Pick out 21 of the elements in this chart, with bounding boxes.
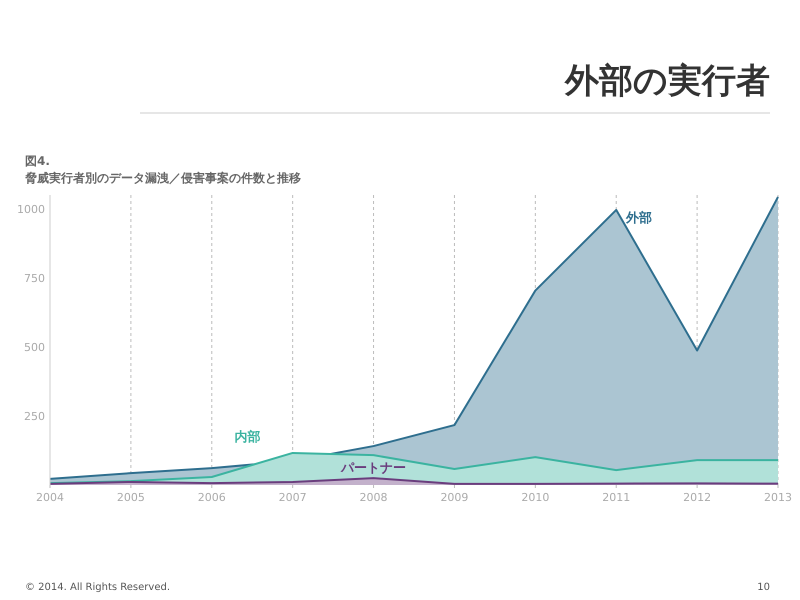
x-tick-label: 2005 — [116, 491, 145, 504]
y-tick-label: 250 — [24, 410, 45, 423]
x-tick-label: 2011 — [602, 491, 630, 504]
text: © 2014. All Rights Reserved. — [25, 582, 170, 593]
text: 10 — [757, 582, 770, 593]
series-label: 内部 — [234, 428, 261, 445]
x-tick-label: 2012 — [683, 491, 712, 504]
series-label: 外部 — [625, 210, 652, 226]
x-tick-label: 2010 — [521, 491, 550, 504]
y-tick-label: 500 — [24, 340, 45, 354]
x-tick-label: 2004 — [36, 491, 64, 504]
x-tick-label: 2009 — [440, 491, 468, 504]
x-tick-label: 2007 — [278, 491, 307, 504]
series-label: パートナー — [340, 461, 406, 476]
x-tick-label: 2006 — [198, 491, 226, 504]
x-tick-label: 2013 — [764, 491, 792, 504]
chart-title: 外部の実行者 — [564, 61, 770, 101]
x-tick-label: 2008 — [360, 491, 388, 504]
y-tick-label: 1000 — [17, 202, 45, 216]
chart-subtitle: 図4. 脅威実行者別のデータ漏洩／侵害事案の件数と推移 — [24, 154, 301, 185]
y-tick-label: 750 — [24, 272, 45, 285]
